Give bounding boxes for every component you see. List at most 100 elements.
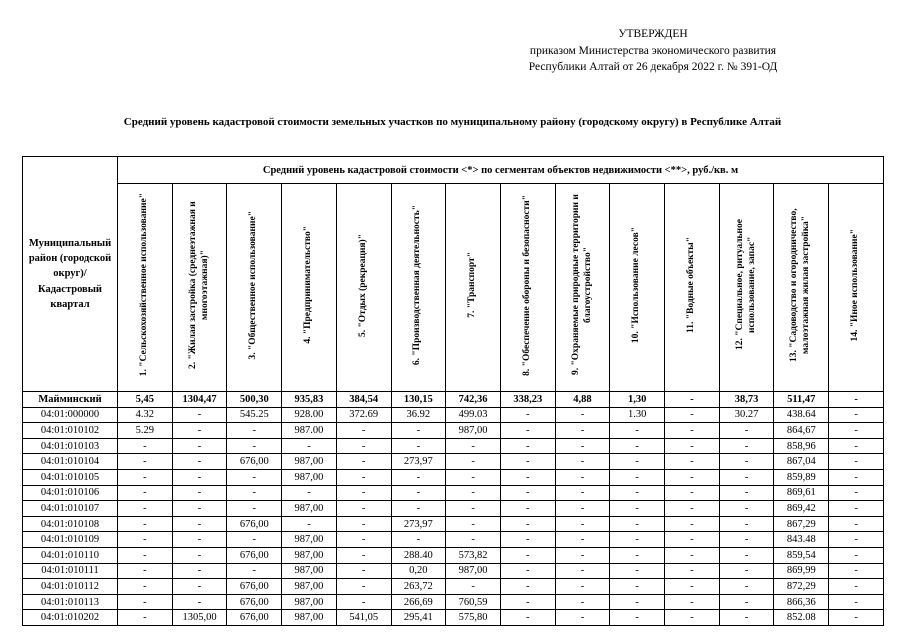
column-header-12: 12. "Специальное, ритуальное использован…	[718, 183, 775, 393]
value-cell: 928.00	[281, 406, 337, 424]
value-cell: 987,00	[281, 531, 337, 548]
value-cell: -	[117, 437, 173, 455]
column-header-label: 7. "Транспорт"	[467, 252, 478, 318]
value-cell: -	[117, 468, 173, 486]
value-cell: -	[718, 546, 775, 564]
value-cell: 872,29	[773, 578, 830, 595]
value-cell: -	[828, 437, 884, 455]
value-cell: -	[226, 422, 283, 439]
value-cell: -	[117, 593, 173, 611]
value-cell: -	[171, 500, 228, 517]
value-cell: 575,80	[445, 609, 501, 626]
table-row: 04:01:010104- -676,00 987,00-273,97- - - - - -8…	[22, 453, 884, 470]
column-header-9: 9. "Охраняемые природные территории и бл…	[554, 183, 611, 393]
value-cell: -	[499, 406, 556, 424]
value-cell: -	[445, 437, 501, 455]
value-cell: -	[554, 562, 611, 580]
value-cell: 869,61	[773, 484, 830, 502]
column-header-6: 6. "Производственная деятельность"	[390, 183, 447, 393]
value-cell: -	[609, 468, 666, 486]
column-header-1: 1. "Сельскохозяйственное использование"	[117, 183, 173, 393]
value-cell: -	[828, 593, 884, 611]
row-label: 04:01:010106	[22, 484, 118, 502]
value-cell: -	[828, 562, 884, 580]
value-cell: -	[664, 453, 720, 470]
column-header-label: 6. "Производственная деятельность"	[412, 204, 423, 366]
value-cell: 541,05	[335, 609, 392, 626]
value-cell: -	[335, 562, 392, 580]
value-cell: -	[171, 453, 228, 470]
row-label: 04:01:010113	[22, 593, 118, 611]
value-cell: 5.29	[117, 422, 173, 439]
value-cell: 867,04	[773, 453, 830, 470]
value-cell: 987,00	[445, 422, 501, 439]
value-cell: -	[718, 484, 775, 502]
value-cell: 0,20	[390, 562, 447, 580]
value-cell: -	[390, 468, 447, 486]
value-cell: 987,00	[281, 546, 337, 564]
value-cell: -	[445, 500, 501, 517]
value-cell: -	[499, 437, 556, 455]
value-cell: -	[171, 437, 228, 455]
column-header-label: 5. "Отдых (рекреация)"	[357, 233, 368, 337]
value-cell: -	[335, 500, 392, 517]
value-cell: 676,00	[226, 546, 283, 564]
column-header-label: 11. "Водные объекты"	[685, 237, 696, 333]
value-cell: 987,00	[281, 562, 337, 580]
value-cell: -	[718, 453, 775, 470]
column-header-label: 1. "Сельскохозяйственное использование"	[138, 193, 149, 377]
value-cell: -	[554, 422, 611, 439]
value-cell: -	[335, 422, 392, 439]
value-cell: -	[335, 453, 392, 470]
value-cell: -	[828, 406, 884, 424]
value-cell: -	[171, 422, 228, 439]
value-cell: 1.30	[609, 406, 666, 424]
value-cell: 676,00	[226, 578, 283, 595]
column-header-label: 9. "Охраняемые природные территории и бл…	[570, 194, 593, 376]
value-cell: -	[499, 593, 556, 611]
value-cell: -	[171, 593, 228, 611]
value-cell: -	[171, 515, 228, 533]
value-cell: 4.32	[117, 406, 173, 424]
value-cell: -	[554, 484, 611, 502]
header-row-top: Муниципальный район (городской округ)/ К…	[22, 156, 884, 393]
value-cell: -	[554, 468, 611, 486]
column-header-label: 12. "Специальное, ритуальное использован…	[734, 219, 757, 351]
column-header-14: 14. "Иное использование"	[828, 183, 884, 393]
value-cell: 338,23	[499, 391, 556, 408]
approval-block: УТВЕРЖДЕН приказом Министерства экономич…	[463, 26, 843, 76]
order-line-2: Республики Алтай от 26 декабря 2022 г. №…	[528, 61, 778, 74]
value-cell: 869,42	[773, 500, 830, 517]
value-cell: 935,83	[281, 391, 337, 408]
value-cell: 130,15	[390, 391, 447, 408]
table-row: 04:01:010113- -676,00 987,00-266,69 760,59-…	[22, 593, 884, 611]
value-cell: 859,89	[773, 468, 830, 486]
column-header-8: 8. "Обеспечение обороны и безопасности"	[499, 183, 556, 393]
table-row: 04:01:010109- - -987,00- - - - - - - -843.48-	[22, 531, 884, 548]
corner-header: Муниципальный район (городской округ)/ К…	[22, 156, 118, 393]
column-header-label: 4. "Предпринимательство"	[303, 226, 314, 344]
value-cell: -	[609, 453, 666, 470]
value-cell: 987,00	[281, 593, 337, 611]
value-cell: -	[609, 484, 666, 502]
value-cell: 867,29	[773, 515, 830, 533]
value-cell: -	[609, 515, 666, 533]
value-cell: 676,00	[226, 453, 283, 470]
value-cell: -	[554, 578, 611, 595]
value-cell: -	[390, 531, 447, 548]
value-cell: 676,00	[226, 593, 283, 611]
value-cell: -	[664, 406, 720, 424]
value-cell: -	[664, 422, 720, 439]
value-cell: -	[609, 546, 666, 564]
value-cell: 869,99	[773, 562, 830, 580]
value-cell: 852.08	[773, 609, 830, 626]
value-cell: -	[281, 484, 337, 502]
value-cell: -	[718, 609, 775, 626]
value-cell: 266,69	[390, 593, 447, 611]
row-label: 04:01:010109	[22, 531, 118, 548]
value-cell: -	[554, 453, 611, 470]
value-cell: -	[390, 437, 447, 455]
value-cell: 987,00	[281, 468, 337, 486]
value-cell: -	[390, 484, 447, 502]
column-header-2: 2. "Жилая застройка (среднеэтажная и мно…	[171, 183, 228, 393]
